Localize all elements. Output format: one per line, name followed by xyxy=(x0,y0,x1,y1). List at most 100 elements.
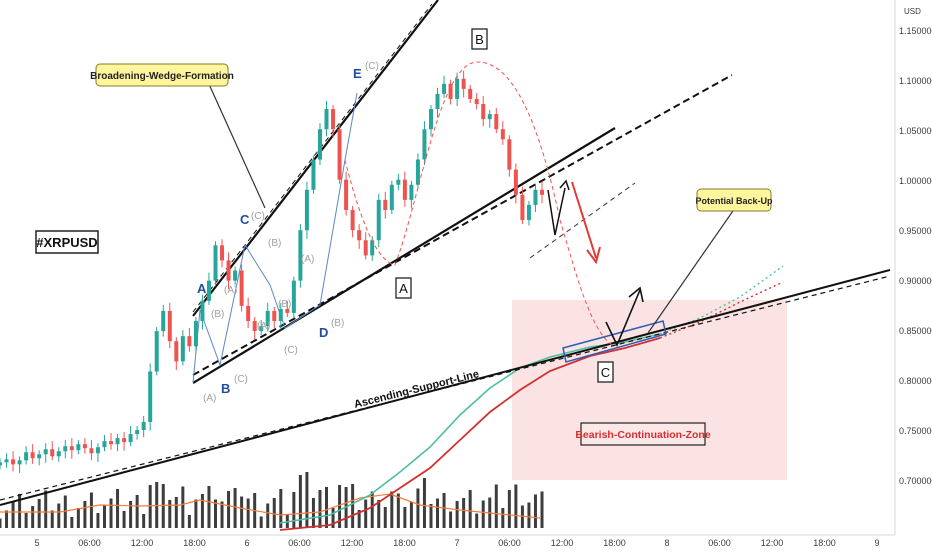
time-tick-label: 6 xyxy=(244,538,249,548)
volume-bar xyxy=(44,490,48,528)
price-tick-label: 1.15000000 xyxy=(899,26,932,36)
bearish-zone-label: Bearish-Continuation-Zone xyxy=(575,429,710,441)
candle-body xyxy=(174,341,179,362)
price-tick-label: 0.80000000 xyxy=(899,376,932,386)
candle-body xyxy=(435,93,440,110)
volume-bar xyxy=(24,513,28,528)
potential-backup-text: Potential Back-Up xyxy=(695,196,773,206)
volume-bar xyxy=(527,502,531,528)
time-axis: 5 06:00 12:00 18:00 6 06:00 12:00 18:00 7 06:00 12… xyxy=(34,538,879,548)
candle-body xyxy=(376,199,381,241)
time-tick-label: 12:00 xyxy=(131,538,154,548)
volume-bar xyxy=(259,516,263,528)
candle-body xyxy=(76,444,81,451)
candle-body xyxy=(82,444,87,449)
volume-bar xyxy=(351,484,355,528)
volume-bar xyxy=(396,493,400,528)
candle-body xyxy=(193,321,198,347)
wedge-callout-pointer xyxy=(207,81,266,209)
candle-body xyxy=(344,179,349,210)
volume-bar xyxy=(364,499,368,528)
price-axis: 1.15000000 1.10000000 1.05000000 1.00000000… xyxy=(899,26,932,486)
volume-bar xyxy=(135,495,139,528)
time-tick-label: 8 xyxy=(664,538,669,548)
candle-body xyxy=(17,460,22,465)
broadening-wedge-callout xyxy=(95,63,229,87)
candle-body xyxy=(161,310,166,332)
wave-label-d: D xyxy=(319,325,328,340)
target-channel-box xyxy=(562,320,667,363)
volume-bar xyxy=(96,513,100,528)
candle-body xyxy=(213,245,218,281)
price-tick-label: 1.05000000 xyxy=(899,126,932,136)
wedge-lower-line xyxy=(192,127,616,384)
volume-bar xyxy=(57,503,61,528)
price-tick-label: 0.90000000 xyxy=(899,276,932,286)
time-tick-label: 18:00 xyxy=(183,538,206,548)
volume-bar xyxy=(272,498,276,528)
candle-body xyxy=(69,446,74,451)
candle-body xyxy=(298,230,303,281)
candle-body xyxy=(180,336,185,362)
volume-bar xyxy=(0,518,2,528)
backup-arrowhead xyxy=(559,179,570,191)
candle-body xyxy=(540,189,544,195)
subwave-a1: (A) xyxy=(203,393,216,404)
volume-bar xyxy=(200,494,204,528)
candle-body xyxy=(89,448,94,454)
candle-body xyxy=(187,336,192,347)
volume-bar xyxy=(494,484,498,528)
candle-body xyxy=(337,129,342,180)
candle-body xyxy=(167,310,172,342)
volume-bar xyxy=(109,498,113,528)
candle-body xyxy=(63,446,68,452)
broadening-wedge-text: Broadening-Wedge-Formation xyxy=(90,71,234,82)
wave-label-c: C xyxy=(240,212,250,227)
volume-bar xyxy=(279,489,283,528)
projected-path-curve xyxy=(344,61,613,346)
candle-body xyxy=(56,451,61,457)
wave-box-b xyxy=(471,28,488,50)
time-tick-label: 18:00 xyxy=(393,538,416,548)
wave-label-b: B xyxy=(221,381,230,396)
subwave-b2: (B) xyxy=(268,238,281,249)
volume-bar xyxy=(11,501,15,528)
candle-body xyxy=(389,184,394,210)
volume-bar xyxy=(63,495,67,528)
volume-average-line xyxy=(0,493,541,519)
candle-body xyxy=(513,169,518,195)
time-tick-label: 06:00 xyxy=(498,538,521,548)
candle-body xyxy=(259,326,264,332)
candle-body xyxy=(43,449,48,455)
bearish-continuation-zone xyxy=(512,300,787,480)
bearish-arrow xyxy=(571,181,597,259)
candle-body xyxy=(141,421,146,431)
volume-bar xyxy=(70,517,74,528)
volume-bar xyxy=(18,494,22,528)
candle-body xyxy=(272,310,277,322)
volume-bar xyxy=(102,505,106,528)
wave-box-c xyxy=(597,361,614,383)
time-tick-label: 12:00 xyxy=(551,538,574,548)
candle-body xyxy=(252,321,257,332)
candle-body xyxy=(520,194,525,221)
volume-bars xyxy=(0,472,544,528)
candle-body xyxy=(135,430,140,435)
volume-bar xyxy=(168,500,172,528)
candle-body xyxy=(246,305,251,322)
volume-bar xyxy=(181,486,185,528)
candle-body xyxy=(415,159,420,185)
wave-path xyxy=(192,92,358,384)
candle-body xyxy=(357,230,362,241)
volume-bar xyxy=(383,507,387,528)
candle-body xyxy=(428,109,433,130)
potential-backup-callout xyxy=(696,188,772,212)
subwave-a3: (A) xyxy=(257,321,270,332)
volume-bar xyxy=(305,472,309,528)
volume-bar xyxy=(207,486,211,528)
volume-bar xyxy=(298,475,302,528)
wave-box-b-label: B xyxy=(475,32,484,47)
volume-bar xyxy=(194,499,198,528)
volume-bar xyxy=(475,513,479,528)
volume-bar xyxy=(246,498,250,528)
